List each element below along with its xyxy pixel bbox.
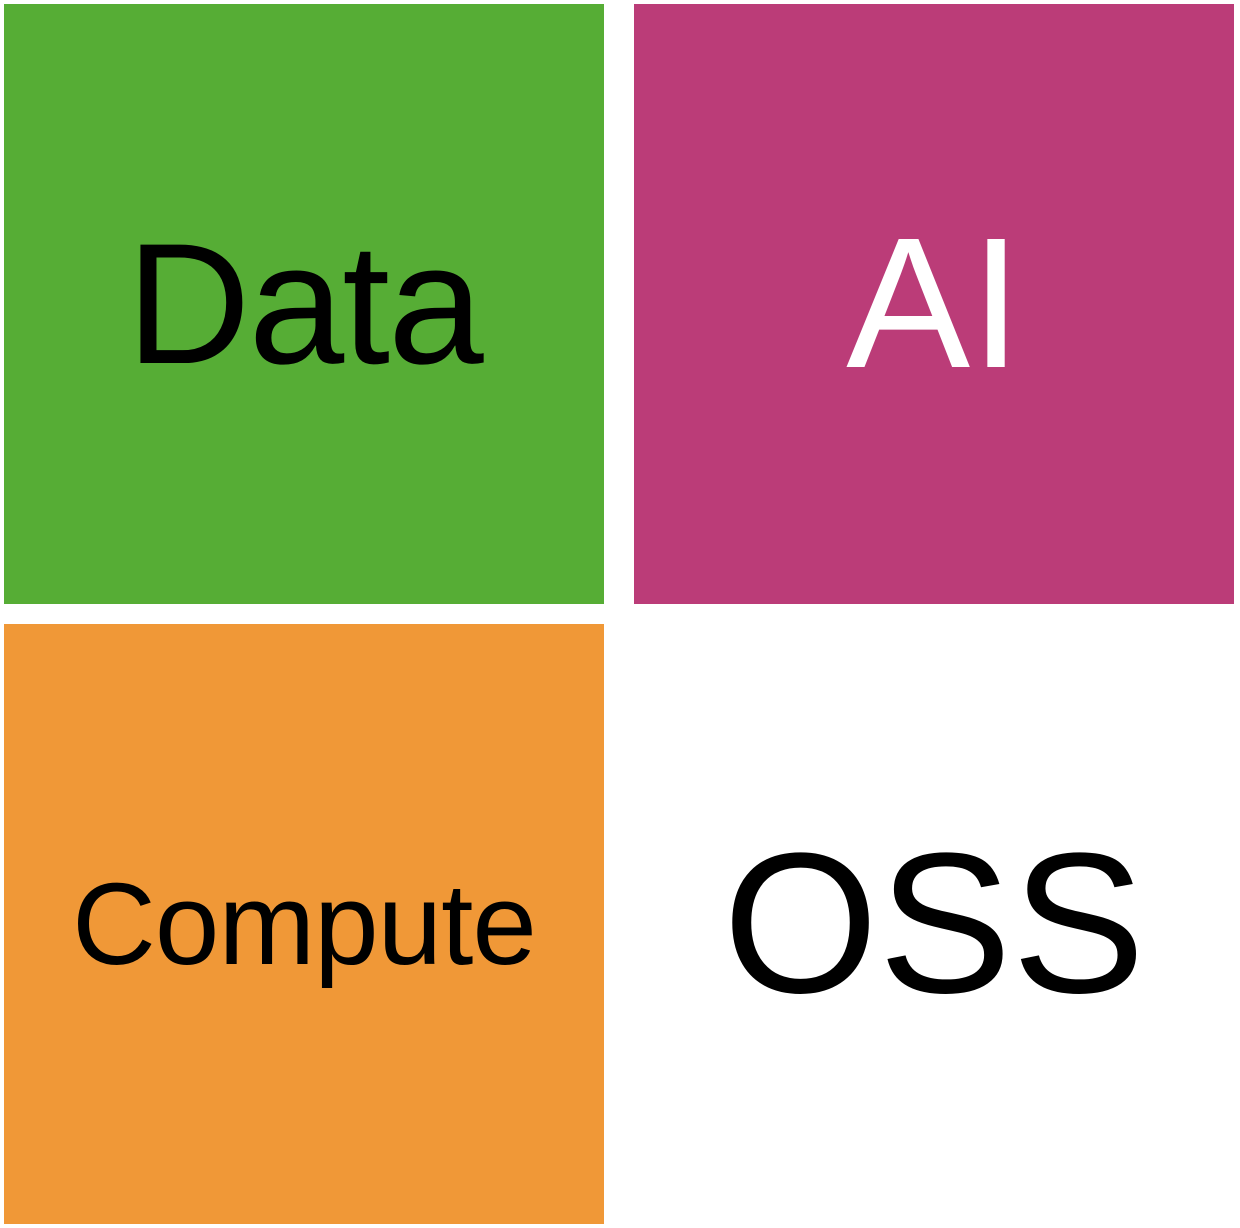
data-tile: Data — [4, 4, 604, 604]
data-tile-label: Data — [126, 208, 483, 400]
oss-tile-label: OSS — [722, 812, 1146, 1035]
ai-tile: AI — [634, 4, 1234, 604]
ai-tile-label: AI — [846, 200, 1022, 407]
oss-tile: OSS — [634, 624, 1234, 1224]
compute-tile-label: Compute — [72, 859, 537, 989]
compute-tile: Compute — [4, 624, 604, 1224]
